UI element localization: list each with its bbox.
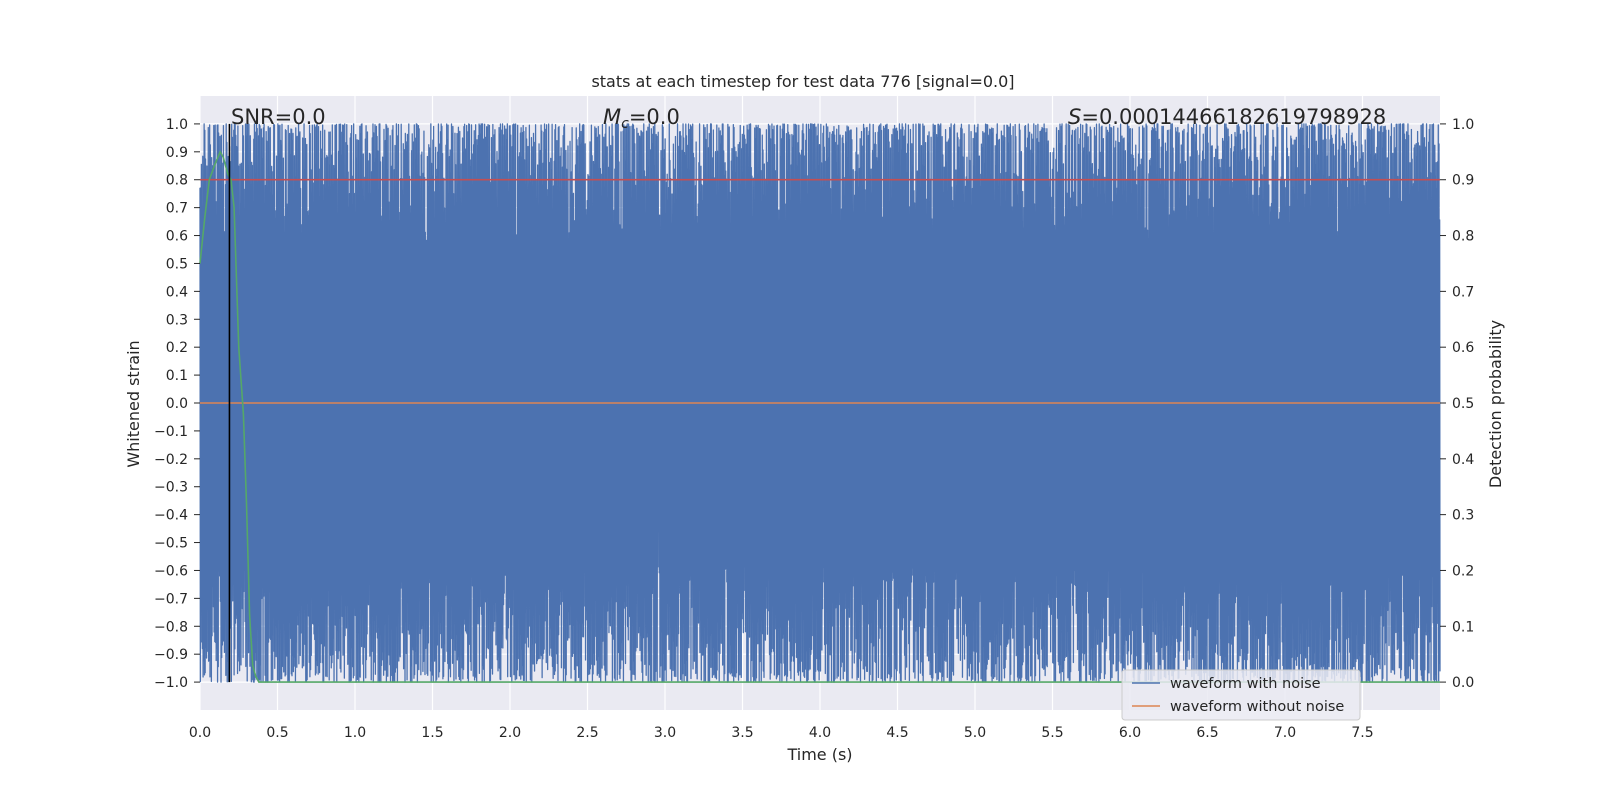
chirp-mass-annotation: Mc=0.0 (603, 105, 680, 132)
legend-box (1121, 669, 1361, 721)
x-tick-label: 2.0 (499, 725, 521, 741)
y-tick-label: 0.9 (166, 145, 188, 161)
legend-label-with-noise: waveform with noise (1170, 676, 1321, 692)
series-waveform-with-noise (199, 123, 1441, 683)
x-tick-label: 7.0 (1274, 725, 1296, 741)
y-tick-label: 0.0 (166, 396, 188, 412)
y2-axis-label: Detection probability (1486, 320, 1505, 488)
y2-tick-label: 0.0 (1452, 675, 1474, 691)
annotations: SNR=0.0 Mc=0.0 S=0.00014466182619798928 (231, 105, 1386, 132)
y-tick-label: 0.6 (166, 229, 188, 245)
y-tick-label: −0.1 (154, 424, 188, 440)
y2-tick-label: 0.3 (1452, 508, 1474, 524)
detection-probability-line (199, 149, 1440, 683)
series-lines (199, 123, 1440, 683)
x-tick-label: 5.5 (1041, 725, 1063, 741)
y-tick-label: 0.3 (166, 312, 188, 328)
y-tick-label: −1.0 (154, 675, 188, 691)
y-tick-label: −0.6 (154, 563, 188, 579)
legend-label-without-noise: waveform without noise (1170, 699, 1344, 715)
x-tick-label: 4.5 (886, 725, 908, 741)
y-tick-label: 0.8 (166, 173, 188, 189)
y-axis-label: Whitened strain (124, 340, 143, 467)
x-tick-label: 7.5 (1351, 725, 1373, 741)
x-tick-label: 0.5 (266, 725, 288, 741)
y-tick-label: 0.7 (166, 201, 188, 217)
x-tick-label: 3.0 (654, 725, 676, 741)
x-tick-label: 3.5 (731, 725, 753, 741)
x-tick-label: 6.5 (1196, 725, 1218, 741)
y-tick-label: −0.8 (154, 619, 188, 635)
y-tick-label: −0.3 (154, 480, 188, 496)
y-tick-label: −0.4 (154, 508, 188, 524)
y2-tick-label: 0.2 (1452, 563, 1474, 579)
x-tick-label: 1.0 (344, 725, 366, 741)
y2-tick-label: 0.5 (1452, 396, 1474, 412)
y2-tick-label: 0.9 (1452, 173, 1474, 189)
y2-tick-label: 1.0 (1452, 117, 1474, 133)
y-axis-ticks: 1.0 0.9 0.8 0.7 0.6 0.5 0.4 0.3 0.2 0.1 0.0 −0.1 −0.… (154, 117, 200, 691)
y-tick-label: −0.9 (154, 647, 188, 663)
y-tick-label: 0.5 (166, 256, 188, 272)
y-tick-label: −0.2 (154, 452, 188, 468)
x-tick-label: 6.0 (1119, 725, 1141, 741)
snr-annotation: SNR=0.0 (231, 105, 326, 129)
y2-axis-ticks: 1.0 0.9 0.8 0.7 0.6 0.5 0.4 0.3 0.2 0.1 0.0 (1440, 117, 1474, 691)
x-axis-label: Time (s) (786, 745, 852, 764)
y-tick-label: 0.1 (166, 368, 188, 384)
x-tick-label: 5.0 (964, 725, 986, 741)
y2-tick-label: 0.7 (1452, 284, 1474, 300)
legend: waveform with noise waveform without noi… (1121, 669, 1361, 721)
score-annotation: S=0.00014466182619798928 (1068, 105, 1386, 129)
y2-tick-label: 0.1 (1452, 619, 1474, 635)
y2-tick-label: 0.4 (1452, 452, 1474, 468)
x-tick-label: 2.5 (576, 725, 598, 741)
x-tick-label: 4.0 (809, 725, 831, 741)
y-tick-label: −0.5 (154, 536, 188, 552)
y2-tick-label: 0.6 (1452, 340, 1474, 356)
waveform-with-noise-line (199, 123, 1441, 683)
y-tick-label: 1.0 (166, 117, 188, 133)
y-tick-label: −0.7 (154, 591, 188, 607)
y-tick-label: 0.4 (166, 284, 188, 300)
y2-tick-label: 0.8 (1452, 229, 1474, 245)
x-axis-ticks: 0.0 0.5 1.0 1.5 2.0 2.5 3.0 3.5 4.0 4.5 5.0 5.5 6.0 6… (189, 725, 1374, 741)
x-tick-label: 1.5 (421, 725, 443, 741)
y-tick-label: 0.2 (166, 340, 188, 356)
x-tick-label: 0.0 (189, 725, 211, 741)
chart-title: stats at each timestep for test data 776… (591, 72, 1014, 91)
